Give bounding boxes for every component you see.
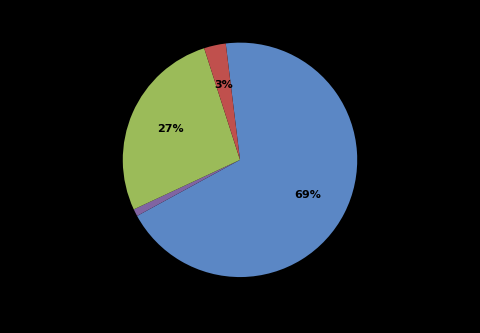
Wedge shape (134, 160, 240, 216)
Text: 1%: 1% (0, 332, 1, 333)
Text: 69%: 69% (294, 190, 321, 200)
Wedge shape (137, 43, 357, 277)
Wedge shape (123, 48, 240, 209)
Text: 3%: 3% (214, 81, 233, 91)
Wedge shape (204, 44, 240, 160)
Text: 27%: 27% (157, 124, 183, 134)
